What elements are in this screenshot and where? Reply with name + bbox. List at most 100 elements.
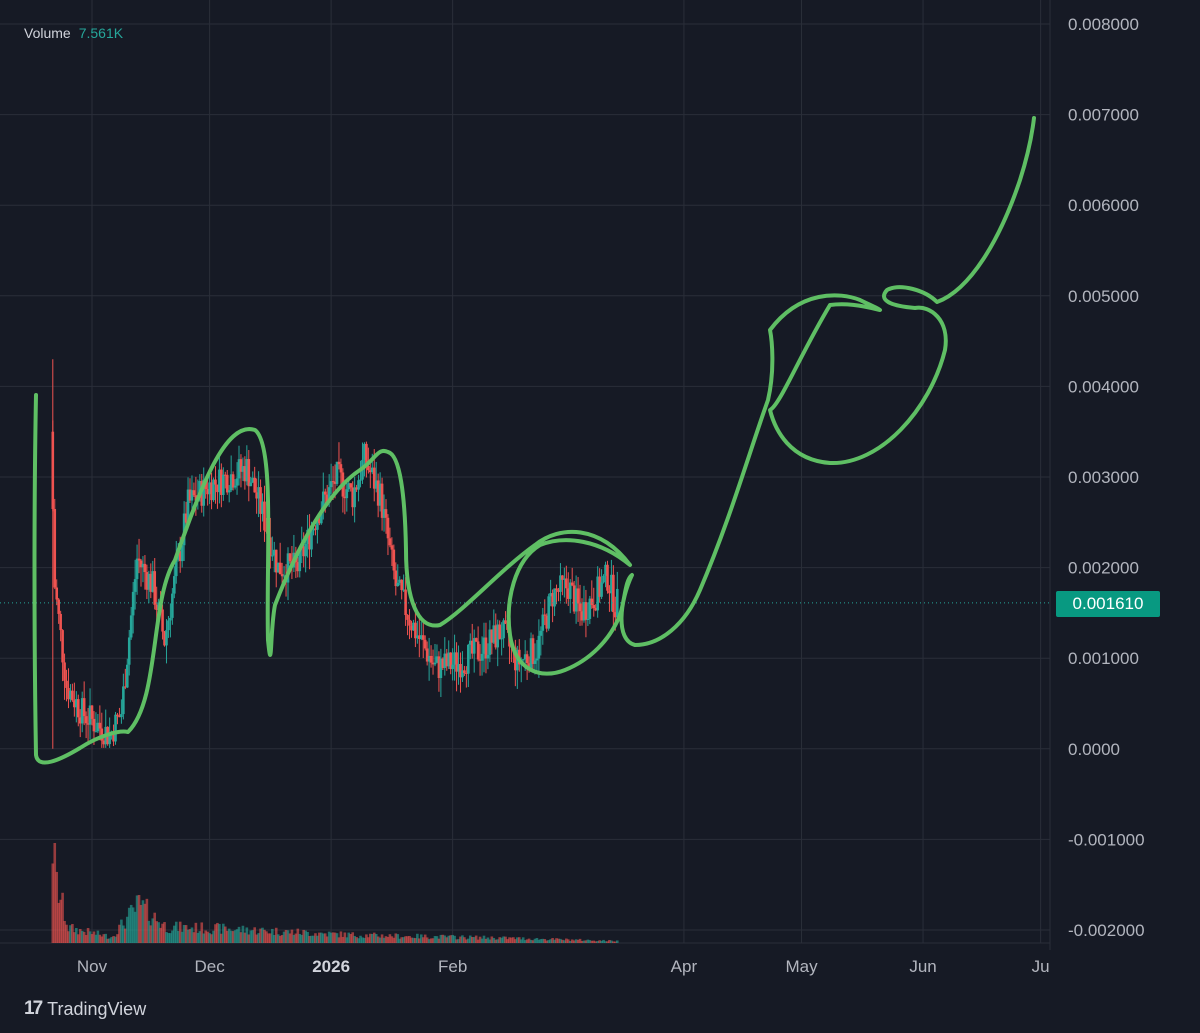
- volume-bar: [290, 929, 294, 943]
- candle-body: [598, 576, 601, 597]
- candle-body: [192, 490, 196, 496]
- candle-body: [496, 624, 500, 648]
- candle-body: [280, 574, 284, 577]
- volume-bar: [369, 933, 372, 943]
- candle-body: [443, 653, 447, 668]
- volume-bar: [500, 937, 503, 943]
- volume-bar: [541, 938, 545, 943]
- volume-bar: [110, 937, 113, 943]
- volume-bar: [453, 935, 456, 943]
- hand-drawn-curve: [32, 116, 1036, 765]
- candle-body: [124, 686, 127, 688]
- candle-body: [235, 478, 239, 486]
- candle-body: [412, 622, 415, 631]
- candle-body: [314, 528, 317, 530]
- volume-bar: [565, 938, 568, 943]
- volume-bar: [400, 937, 403, 943]
- candle-body: [114, 714, 117, 742]
- volume-bar: [286, 930, 290, 943]
- candle-body: [75, 699, 78, 708]
- candle-body: [400, 579, 403, 591]
- candle-body: [572, 585, 576, 612]
- candle-body: [600, 582, 603, 597]
- volume-bar: [149, 925, 153, 943]
- x-tick-label: Jun: [909, 957, 936, 976]
- candle-body: [559, 575, 562, 592]
- volume-bar: [451, 934, 454, 943]
- candle-body: [365, 443, 368, 466]
- candle-body: [337, 461, 341, 465]
- candle-body: [139, 560, 143, 568]
- candle-body: [457, 664, 460, 672]
- candle-body: [269, 537, 272, 557]
- candle-body: [237, 459, 241, 479]
- candle-body: [155, 604, 158, 611]
- candle-body: [231, 474, 235, 488]
- volume-bar: [176, 930, 180, 943]
- volume-bar: [100, 936, 104, 943]
- volume-bar: [557, 938, 560, 943]
- volume-bar: [169, 933, 172, 943]
- candle-body: [418, 635, 421, 639]
- x-tick-label: Apr: [671, 957, 698, 976]
- candle-body: [249, 482, 253, 487]
- candlesticks: [51, 359, 619, 749]
- volume-bar: [84, 935, 88, 943]
- volume-bar: [265, 931, 268, 943]
- candle-body: [463, 670, 466, 673]
- volume-bar: [416, 933, 419, 943]
- volume-bar: [171, 930, 174, 943]
- volume-bar: [402, 937, 405, 943]
- candle-body: [419, 635, 423, 639]
- candle-body: [459, 664, 462, 678]
- volume-bar: [463, 937, 466, 943]
- candle-body: [310, 530, 313, 550]
- volume-bar: [129, 904, 133, 943]
- volume-legend[interactable]: Volume 7.561K: [24, 25, 123, 41]
- volume-bar: [478, 936, 482, 943]
- candle-body: [374, 480, 378, 489]
- candle-body: [174, 559, 178, 577]
- candle-body: [145, 572, 149, 590]
- volume-bar: [498, 937, 501, 943]
- candle-body: [131, 591, 135, 616]
- volume-bar: [594, 941, 598, 943]
- candle-body: [396, 582, 400, 587]
- volume-bar: [243, 932, 247, 943]
- volume-bar: [582, 940, 586, 943]
- volume-bar: [220, 933, 223, 943]
- volume-bar: [333, 932, 337, 943]
- candle-body: [549, 593, 552, 597]
- volume-bar: [533, 938, 537, 943]
- volume-bar: [363, 937, 366, 943]
- candle-body: [251, 477, 255, 483]
- tradingview-logo[interactable]: 17 TradingView: [24, 998, 146, 1020]
- volume-bar: [359, 935, 362, 943]
- volume-bar: [388, 934, 392, 943]
- volume-bar: [545, 940, 549, 943]
- candle-body: [429, 655, 433, 663]
- volume-bar: [272, 935, 276, 943]
- volume-bar: [208, 933, 211, 943]
- candle-body: [165, 630, 168, 646]
- volume-bar: [384, 936, 388, 943]
- volume-bar: [276, 934, 280, 943]
- candle-body: [441, 658, 445, 668]
- volume-bar: [467, 938, 470, 943]
- volume-bar: [404, 936, 407, 943]
- candle-body: [220, 469, 223, 495]
- volume-bar: [106, 938, 109, 943]
- volume-bar: [237, 926, 241, 943]
- candle-body: [504, 620, 507, 624]
- volume-bar: [318, 932, 321, 943]
- candle-body: [125, 664, 129, 688]
- volume-bars: [51, 843, 619, 943]
- volume-bar: [127, 907, 131, 943]
- volume-bar: [521, 937, 525, 943]
- candle-body: [557, 590, 560, 592]
- candle-body: [71, 690, 74, 701]
- volume-bar: [459, 936, 462, 943]
- candle-body: [482, 637, 486, 654]
